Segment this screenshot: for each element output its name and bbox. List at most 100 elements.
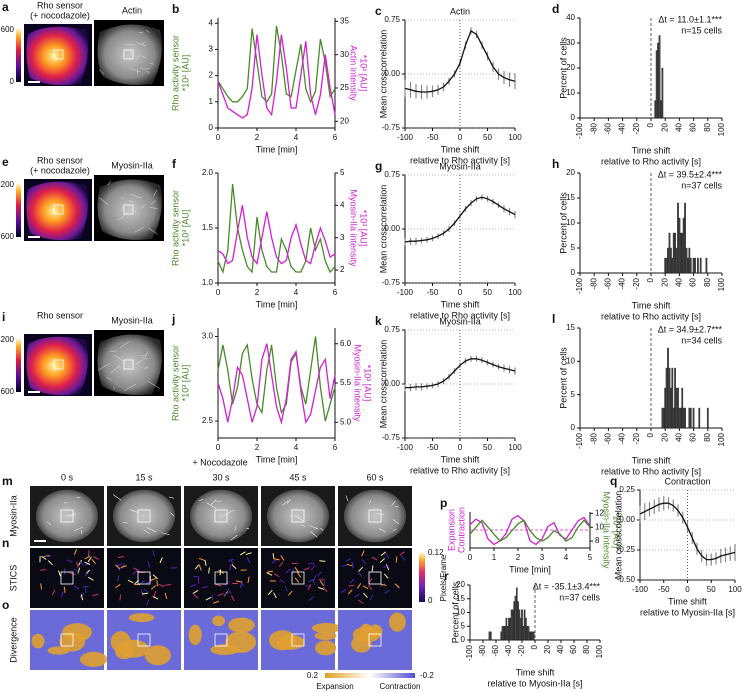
fiber (141, 357, 149, 360)
fiber (309, 525, 319, 530)
flow-arrow (247, 576, 250, 583)
flow-arrow (379, 558, 385, 563)
flow-arrow (371, 565, 374, 572)
flow-arrow (164, 583, 172, 586)
expansion-region (368, 624, 383, 639)
colorbar-label: 600 (1, 25, 15, 34)
x-tick-label: -50 (427, 288, 439, 297)
y2-tick-label: 6.0 (340, 339, 352, 348)
x-tick-label: 0 (216, 288, 221, 297)
flow-arrow (159, 557, 163, 564)
flow-arrow (310, 565, 316, 571)
flow-arrow (43, 554, 50, 558)
y-tick-label: 0 (461, 635, 466, 644)
panel-letter: f (172, 157, 177, 171)
bar (682, 407, 685, 429)
flow-arrow (92, 593, 99, 597)
flow-arrow (319, 560, 326, 562)
bar (675, 387, 678, 429)
flow-arrow (371, 556, 378, 561)
panel-letter: q (610, 474, 617, 488)
flow-arrow (79, 561, 85, 567)
bar (654, 100, 657, 119)
image-title: Myosin-IIa (111, 160, 153, 170)
y-tick-label: 10 (566, 218, 575, 227)
flow-arrow (132, 570, 138, 575)
flow-arrow (367, 584, 373, 591)
y-tick-label: 5 (461, 621, 466, 630)
flow-arrow (78, 559, 83, 566)
flow-arrow (213, 600, 220, 604)
x-tick-label: -20 (632, 277, 641, 289)
x-axis-label: Time [min] (256, 454, 298, 464)
fiber (136, 359, 143, 365)
flow-arrow (193, 593, 199, 599)
expansion-region (144, 645, 171, 666)
y2-tick-label: 10 (595, 522, 604, 531)
x-axis-label: relative to Rho activity [s] (410, 155, 510, 165)
x-tick-label: 50 (483, 288, 492, 297)
chart-title: Actin (450, 6, 470, 16)
y-tick-label: -0.75 (382, 433, 401, 442)
x-tick-label: -20 (517, 644, 526, 656)
fiber (286, 498, 291, 504)
bar (517, 601, 519, 641)
colorbar-label: -0.2 (420, 671, 434, 680)
flow-arrow (140, 589, 145, 596)
panel-letter: k (375, 314, 382, 328)
annotation: n=15 cells (681, 25, 722, 35)
x-tick-label: -40 (618, 277, 627, 289)
panel-letter: e (2, 155, 9, 169)
series-line (469, 519, 591, 542)
bar (706, 407, 709, 429)
expansion-region (314, 631, 337, 641)
y-axis-label: Percent of cells (450, 581, 460, 643)
bar (523, 609, 526, 641)
image-title: (+ nocodazole) (30, 165, 90, 175)
x-tick-label: 100 (717, 122, 726, 136)
fiber (98, 69, 105, 75)
flow-arrow (145, 580, 152, 584)
x-tick-label: 50 (707, 585, 716, 594)
flow-arrow (285, 568, 291, 574)
y-tick-label: 0 (571, 113, 576, 122)
x-tick-label: 0 (646, 432, 655, 437)
flow-arrow (384, 589, 390, 594)
flow-arrow (190, 584, 197, 588)
flow-arrow (60, 591, 64, 598)
fiber (120, 206, 124, 211)
bar (529, 631, 531, 641)
series-line (404, 196, 516, 243)
expansion-region (188, 624, 202, 646)
y-tick-label: 20 (456, 580, 465, 589)
flow-arrow (272, 553, 275, 560)
fiber (294, 515, 304, 522)
fiber (76, 496, 81, 498)
flow-arrow (266, 570, 273, 573)
flow-arrow (198, 557, 205, 561)
fiber (130, 193, 143, 199)
fiber (110, 350, 118, 353)
y-axis-label: Mean crosscorrelation (378, 185, 388, 274)
flow-arrow (319, 580, 325, 587)
y2-tick-label: 5.0 (340, 417, 352, 426)
flow-arrow (278, 561, 284, 567)
timelapse-title: + Nocodazole (192, 457, 247, 467)
colorbar-label: 0 (10, 77, 15, 86)
colorbar-end: Expansion (316, 682, 353, 691)
flow-arrow (47, 560, 53, 566)
x-axis-label: Time shift (632, 145, 671, 155)
flow-arrow (229, 564, 232, 571)
bar (518, 609, 521, 641)
tile (184, 548, 258, 608)
bar (527, 626, 530, 641)
x-tick-label: -100 (465, 644, 474, 661)
x-tick-label: -40 (618, 432, 627, 444)
image-title: Rho sensor (37, 310, 83, 320)
flow-arrow (363, 592, 368, 598)
y-tick-label: 0 (571, 268, 576, 277)
flow-arrow (84, 555, 91, 560)
flow-arrow (266, 572, 273, 576)
y2-axis-label: Myosin-IIa intensity (353, 344, 363, 422)
x-tick-label: 40 (675, 277, 684, 286)
